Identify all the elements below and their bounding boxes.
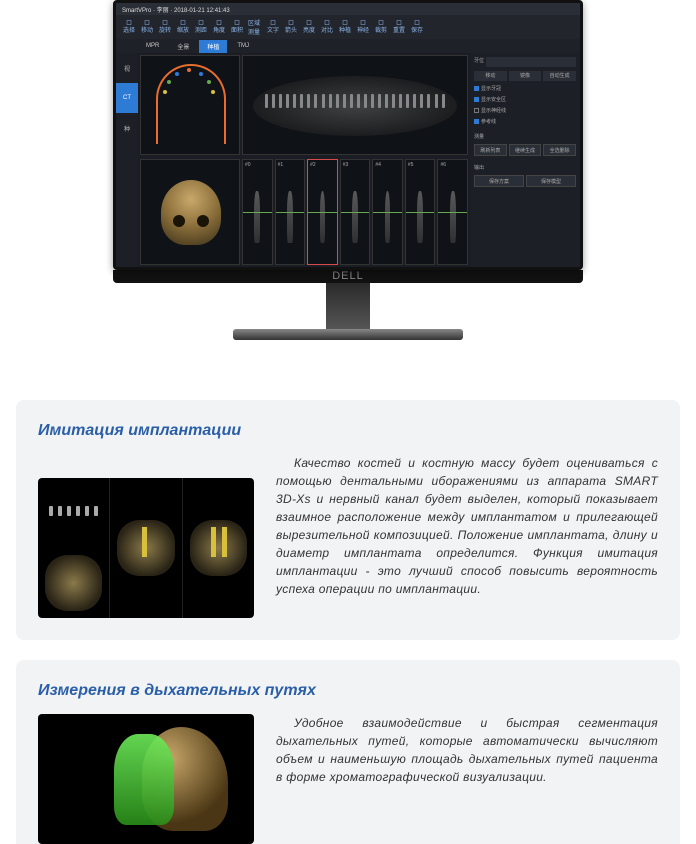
- rp-tab-0[interactable]: 移动: [474, 71, 507, 81]
- slice-view-0[interactable]: #0: [242, 159, 273, 265]
- tool-area[interactable]: 面积: [230, 20, 244, 34]
- tool-rot[interactable]: 旋转: [158, 20, 172, 34]
- rp-btn2-1[interactable]: 保存模型: [526, 175, 576, 187]
- subtab-种植[interactable]: 种植: [199, 40, 227, 53]
- tool-save[interactable]: 保存: [410, 20, 424, 34]
- slice-view-1[interactable]: #1: [275, 159, 306, 265]
- arch-view[interactable]: [140, 55, 240, 155]
- rp-btn-1[interactable]: 继续生成: [509, 144, 542, 156]
- left-nav: 视CT种: [116, 53, 138, 270]
- sub-tabbar: MPR全景种植TMJ: [116, 39, 580, 53]
- right-panel: 牙位移动镜像自动生成显示牙冠显示安全区显示神经线参考线测量刷新列表继续生成全选删…: [470, 53, 580, 270]
- tool-text[interactable]: 文字: [266, 20, 280, 34]
- rp-check-2[interactable]: 显示神经线: [474, 107, 576, 114]
- monitor-stand-base: [233, 329, 463, 340]
- feature-implant-image: [38, 478, 254, 618]
- tool-nerve[interactable]: 神经: [356, 20, 370, 34]
- slice-view-4[interactable]: #4: [372, 159, 403, 265]
- workspace: 视CT种: [116, 53, 580, 270]
- tool-ang[interactable]: 角度: [212, 20, 226, 34]
- feature-implant-title: Имитация имплантации: [38, 422, 658, 440]
- tool-reset[interactable]: 重置: [392, 20, 406, 34]
- slice-view-6[interactable]: #6: [437, 159, 468, 265]
- subtab-MPR[interactable]: MPR: [138, 41, 167, 51]
- tool-arrow[interactable]: 箭头: [284, 20, 298, 34]
- rp-search-input[interactable]: [486, 57, 576, 67]
- subtab-TMJ[interactable]: TMJ: [229, 41, 257, 51]
- rp-tab-1[interactable]: 镜像: [509, 71, 542, 81]
- tool-sel[interactable]: 选择: [122, 20, 136, 34]
- rp-search-label: 牙位: [474, 57, 484, 67]
- panorama-view[interactable]: [242, 55, 468, 155]
- rp-check-3[interactable]: 参考线: [474, 118, 576, 125]
- monitor-brand: DELL: [113, 270, 583, 283]
- rp-tab-2[interactable]: 自动生成: [543, 71, 576, 81]
- leftnav-ct[interactable]: CT: [116, 83, 138, 113]
- rp-check-1[interactable]: 显示安全区: [474, 96, 576, 103]
- feature-airway-body: Удобное взаимодействие и быстрая сегмент…: [276, 714, 658, 786]
- rp-check-0[interactable]: 显示牙冠: [474, 85, 576, 92]
- main-toolbar: 选择移动旋转缩放测距角度面积区域测量文字箭头亮度对比种植神经裁剪重置保存: [116, 15, 580, 39]
- slice-view-5[interactable]: #5: [405, 159, 436, 265]
- feature-airway-title: Измерения в дыхательных путях: [38, 682, 658, 700]
- titlebar: SmartVPro · 李丽 · 2018-01-21 12:41:43: [116, 3, 580, 15]
- tool-move[interactable]: 移动: [140, 20, 154, 34]
- slice-strip: #0#1#2#3#4#5#6: [242, 159, 468, 265]
- leftnav-im[interactable]: 种: [116, 113, 138, 143]
- slice-view-2[interactable]: #2: [307, 159, 338, 265]
- tool-reg[interactable]: 区域测量: [248, 20, 262, 34]
- monitor-stand-neck: [326, 283, 370, 329]
- tool-bright[interactable]: 亮度: [302, 20, 316, 34]
- tool-contr[interactable]: 对比: [320, 20, 334, 34]
- rp-btn-2[interactable]: 全选删除: [543, 144, 576, 156]
- tool-dist[interactable]: 测距: [194, 20, 208, 34]
- screen: SmartVPro · 李丽 · 2018-01-21 12:41:43 选择移…: [113, 0, 583, 270]
- tool-imp[interactable]: 种植: [338, 20, 352, 34]
- rp-section-measure: 测量: [474, 133, 576, 140]
- center-views: #0#1#2#3#4#5#6: [138, 53, 470, 270]
- rp-btn2-0[interactable]: 保存方案: [474, 175, 524, 187]
- rp-btn-0[interactable]: 刷新列表: [474, 144, 507, 156]
- feature-airway: Измерения в дыхательных путях Удобное вз…: [16, 660, 680, 844]
- slice-view-3[interactable]: #3: [340, 159, 371, 265]
- rp-section-output: 输出: [474, 164, 576, 171]
- tool-zoom[interactable]: 缩放: [176, 20, 190, 34]
- skull-3d-view[interactable]: [140, 159, 240, 265]
- subtab-全景[interactable]: 全景: [169, 40, 197, 53]
- tool-crop[interactable]: 裁剪: [374, 20, 388, 34]
- feature-airway-image: [38, 714, 254, 844]
- feature-implant: Имитация имплантации: [16, 400, 680, 640]
- feature-implant-body: Качество костей и костную массу будет оц…: [276, 454, 658, 598]
- monitor-mockup: SmartVPro · 李丽 · 2018-01-21 12:41:43 选择移…: [0, 0, 696, 380]
- leftnav-view[interactable]: 视: [116, 53, 138, 83]
